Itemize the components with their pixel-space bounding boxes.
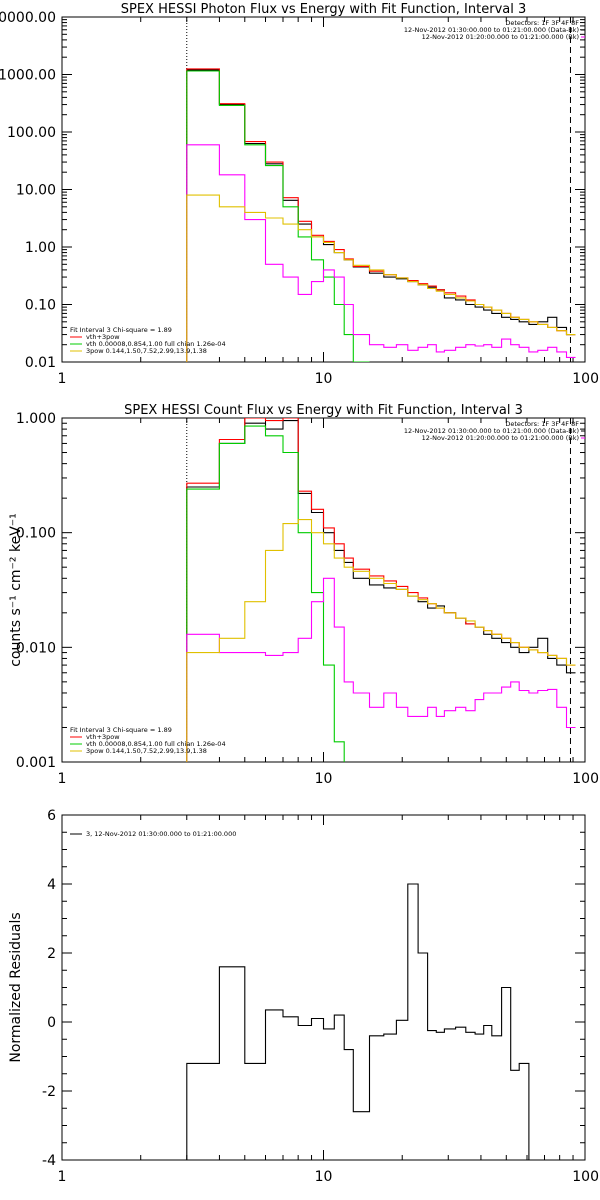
chart-panel-1: SPEX HESSI Photon Flux vs Energy with Fi… — [0, 2, 599, 387]
series-line-3 — [186, 70, 370, 362]
series-group — [186, 883, 576, 1160]
x-tick-label: 100 — [572, 771, 599, 787]
series-line-1 — [186, 420, 576, 762]
y-axis-label: Normalized Residuals — [8, 912, 24, 1062]
y-tick-label: -2 — [42, 1084, 56, 1100]
y-axis-label: counts s⁻¹ cm⁻² keV⁻¹ — [8, 513, 24, 667]
series-line-2 — [186, 418, 576, 762]
series-line-3 — [186, 425, 345, 762]
legend-entry: vth 0.00008,0.854,1.00 full chian 1.26e-… — [86, 340, 226, 348]
info-line: 12-Nov-2012 01:30:00.000 to 01:21:00.000… — [404, 427, 579, 435]
y-tick-label: 0.010 — [16, 640, 56, 656]
y-tick-label: 100.00 — [7, 125, 56, 141]
x-tick-label: 10 — [315, 771, 333, 787]
legend-entry: 3, 12-Nov-2012 01:30:00.000 to 01:21:00.… — [86, 830, 236, 838]
y-tick-label: -4 — [42, 1153, 56, 1169]
y-tick-label: 2 — [47, 946, 56, 962]
legend-entry: vth+3pow — [86, 733, 120, 741]
chart-panel-2: SPEX HESSI Count Flux vs Energy with Fit… — [8, 403, 599, 787]
y-tick-label: 0 — [47, 1015, 56, 1031]
x-tick-label: 100 — [572, 371, 599, 387]
chart-title: SPEX HESSI Photon Flux vs Energy with Fi… — [121, 2, 527, 17]
legend-entry: vth 0.00008,0.854,1.00 full chian 1.26e-… — [86, 740, 226, 748]
info-line: 12-Nov-2012 01:30:00.000 to 01:21:00.000… — [404, 26, 579, 34]
info-line: 12-Nov-2012 01:20:00.000 to 01:21:00.000… — [422, 33, 579, 41]
series-line-1 — [186, 883, 576, 1160]
legend-entry: Fit Interval 3 Chi-square = 1.89 — [70, 326, 172, 334]
x-tick-label: 10 — [315, 1169, 333, 1185]
x-tick-label: 1 — [58, 771, 67, 787]
legend-entry: Fit Interval 3 Chi-square = 1.89 — [70, 726, 172, 734]
info-line: Detectors: 1F 3F 4F 8F — [505, 19, 579, 27]
y-tick-label: 1.00 — [25, 240, 56, 256]
y-tick-label: 0000.00 — [0, 10, 56, 26]
series-group — [186, 418, 576, 762]
x-tick-label: 1 — [58, 371, 67, 387]
legend-entry: 3pow 0.144,1.50,7.52,2.99,13.9,1.38 — [86, 747, 207, 755]
series-group — [186, 68, 576, 362]
chart-title: SPEX HESSI Count Flux vs Energy with Fit… — [124, 403, 523, 418]
y-tick-label: 0.001 — [16, 755, 56, 771]
x-tick-label: 1 — [58, 1169, 67, 1185]
y-tick-label: 1000.00 — [0, 68, 56, 84]
y-tick-label: 1.000 — [16, 411, 56, 427]
legend-entry: vth+3pow — [86, 333, 120, 341]
y-tick-label: 0.01 — [25, 355, 56, 371]
y-tick-label: 0.100 — [16, 526, 56, 542]
info-line: Detectors: 1F 3F 4F 8F — [505, 420, 579, 428]
plot-frame — [61, 16, 586, 363]
x-tick-label: 100 — [572, 1169, 599, 1185]
y-tick-label: 6 — [47, 808, 56, 824]
info-line: 12-Nov-2012 01:20:00.000 to 01:21:00.000… — [422, 434, 579, 442]
series-line-5 — [186, 519, 576, 762]
chart-panel-3: 1 10 100 -4 -2 0 2 4 6 Normalized Residuals 3, 12-… — [8, 808, 599, 1185]
x-tick-label: 10 — [315, 371, 333, 387]
series-line-4 — [186, 144, 576, 362]
y-tick-label: 10.00 — [16, 183, 56, 199]
series-line-4 — [186, 577, 576, 762]
series-line-5 — [186, 194, 576, 362]
legend-entry: 3pow 0.144,1.50,7.52,2.99,13.9,1.38 — [86, 347, 207, 355]
y-tick-label: 0.10 — [25, 298, 56, 314]
y-tick-label: 4 — [47, 877, 56, 893]
